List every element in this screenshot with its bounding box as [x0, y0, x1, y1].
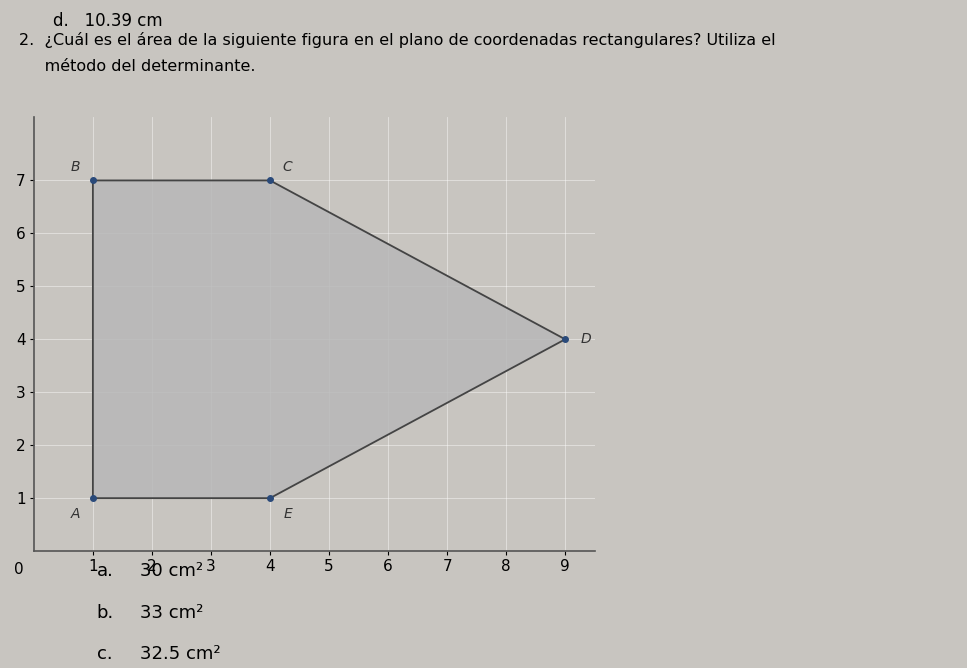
Text: método del determinante.: método del determinante. — [19, 59, 256, 73]
Text: d.   10.39 cm: d. 10.39 cm — [53, 12, 162, 30]
Text: 2.  ¿Cuál es el área de la siguiente figura en el plano de coordenadas rectangul: 2. ¿Cuál es el área de la siguiente figu… — [19, 32, 776, 48]
Text: B: B — [71, 160, 80, 174]
Text: 33 cm²: 33 cm² — [140, 604, 204, 622]
Text: 0: 0 — [15, 562, 24, 577]
Text: A: A — [71, 507, 80, 521]
Text: C: C — [282, 160, 293, 174]
Text: 30 cm²: 30 cm² — [140, 562, 203, 580]
Text: a.: a. — [97, 562, 113, 580]
Text: b.: b. — [97, 604, 114, 622]
Polygon shape — [93, 180, 565, 498]
Text: D: D — [580, 332, 591, 346]
Text: 32.5 cm²: 32.5 cm² — [140, 645, 220, 663]
Text: c.: c. — [97, 645, 112, 663]
Text: E: E — [283, 507, 292, 521]
